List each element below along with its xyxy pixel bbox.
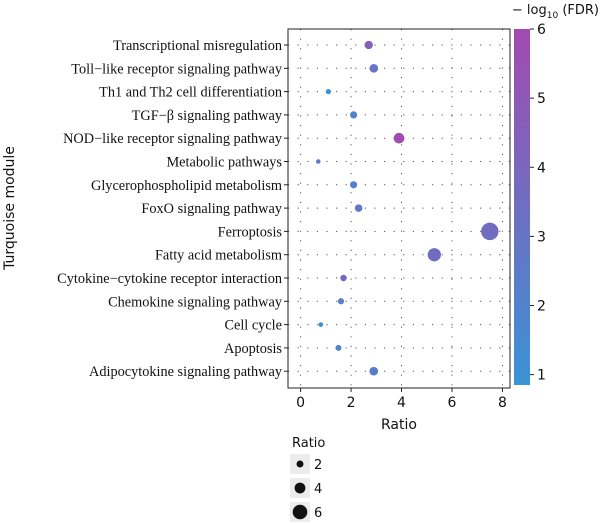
data-point [337,298,345,305]
data-point [369,366,379,376]
color-bar-tick-label: 6 [537,22,546,38]
y-tick-label: NOD−like receptor signaling pathway [63,131,283,147]
y-tick-label: Cytokine−cytokine receptor interaction [57,271,282,287]
plot-panel [287,28,511,389]
y-tick-label: Cell cycle [224,318,282,334]
x-tick-label: 8 [498,395,507,411]
x-tick-label: 6 [448,395,457,411]
data-point [340,274,347,282]
grid-layer [288,29,510,388]
x-tick-label: 2 [347,395,356,411]
y-tick-label: Adipocytokine signaling pathway [89,364,283,380]
y-axis-title: Turquoise module [2,146,18,271]
y-tick-label: Th1 and Th2 cell differentiation [99,85,282,101]
color-legend-title: − log10 (FDR) [512,3,599,21]
y-tick-label: Chemokine signaling pathway [108,294,283,310]
size-legend-label: 2 [314,458,322,473]
data-point [354,204,363,212]
x-axis-title: Ratio [381,417,417,433]
y-tick-label: Transcriptional misregulation [113,38,282,54]
color-bar-tick-layer: 1 2 3 4 5 6 [530,22,546,384]
size-legend-dot [292,504,308,520]
color-bar [514,29,530,385]
color-bar-tick-label: 5 [537,91,546,107]
data-point [316,159,321,164]
x-tick-label: 0 [296,395,305,411]
color-bar-tick-label: 2 [537,299,546,315]
data-point [349,181,358,189]
size-legend-layer: 2 4 6 [290,454,322,522]
data-point [335,344,342,351]
data-point [393,132,405,144]
data-point [364,40,373,50]
data-point [369,63,379,73]
point-layer [316,40,499,376]
y-tick-layer: Transcriptional misregulation Toll−like r… [57,38,288,380]
y-tick-label: TGF−β signaling pathway [132,108,283,124]
y-tick-label: Metabolic pathways [166,155,282,171]
size-legend-title: Ratio [292,436,325,451]
y-tick-label: FoxO signaling pathway [141,201,282,217]
data-point [318,322,324,327]
data-point [481,222,499,241]
y-tick-label: Fatty acid metabolism [155,248,282,264]
data-point [349,111,358,119]
color-bar-tick-label: 1 [537,368,546,384]
color-bar-tick-label: 4 [537,160,546,176]
size-legend-dot [296,460,304,468]
data-point [325,88,332,95]
x-tick-layer: 0 2 4 6 8 [296,388,507,411]
size-legend-dot [294,482,306,494]
y-tick-label: Apoptosis [224,341,282,357]
size-legend-label: 6 [314,506,322,521]
y-tick-label: Toll−like receptor signaling pathway [71,61,283,77]
y-tick-label: Glycerophospholipid metabolism [91,178,282,194]
data-point [427,248,441,262]
y-tick-label: Ferroptosis [218,224,283,240]
color-bar-tick-label: 3 [537,229,546,245]
size-legend-label: 4 [314,482,322,497]
x-tick-label: 4 [397,395,406,411]
